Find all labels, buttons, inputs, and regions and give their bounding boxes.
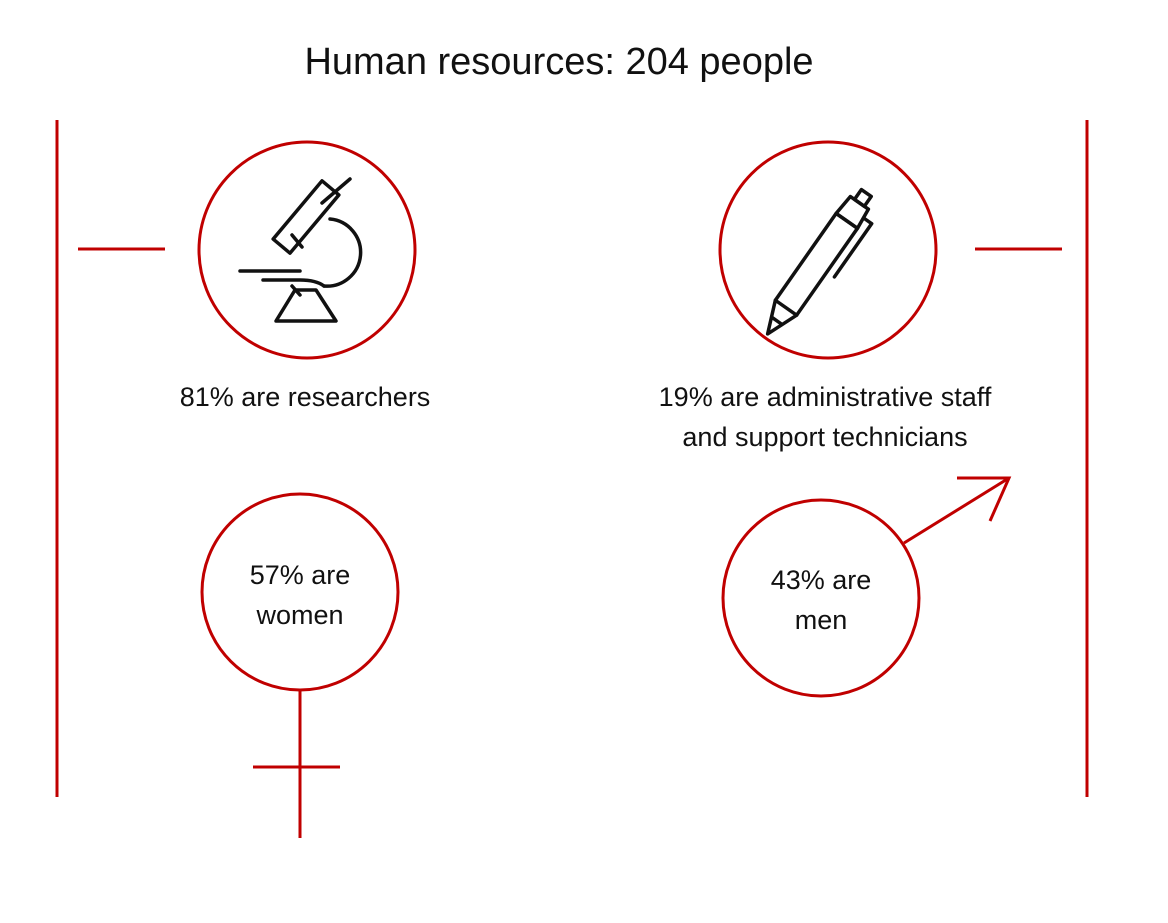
admin-label: 19% are administrative staff and support… (600, 377, 1050, 457)
men-label-line1: 43% are (770, 565, 872, 595)
pen-circle (718, 140, 938, 360)
male-arrow-shaft (903, 476, 1010, 545)
microscope-icon (238, 177, 363, 323)
women-label-line2: women (256, 600, 344, 630)
women-label-line1: 57% are (249, 560, 351, 590)
pen-icon (765, 187, 874, 336)
admin-label-line1: 19% are administrative staff (658, 382, 992, 412)
admin-label-line2: and support technicians (682, 422, 968, 452)
women-label: 57% are women (200, 555, 400, 635)
male-circle (721, 498, 921, 698)
men-label-line2: men (794, 605, 848, 635)
researchers-label: 81% are researchers (179, 382, 431, 412)
page-title: Human resources: 204 people (304, 41, 814, 83)
microscope-circle (197, 140, 417, 360)
male-arrow-head (957, 476, 1012, 522)
men-label: 43% are men (721, 560, 921, 640)
